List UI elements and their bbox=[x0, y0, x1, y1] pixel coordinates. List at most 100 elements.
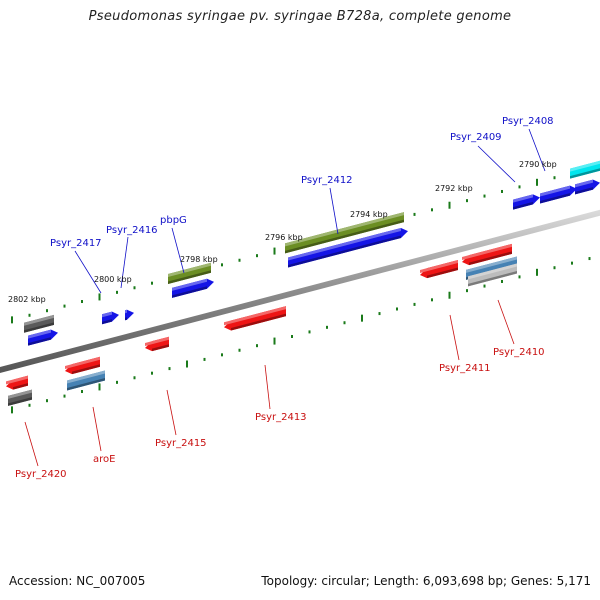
gene-body bbox=[125, 309, 134, 321]
gene-block-psyr-2410-red bbox=[462, 243, 512, 266]
major-tick bbox=[11, 406, 13, 414]
gene-highlight bbox=[172, 278, 207, 291]
topology-summary: Topology: circular; Length: 6,093,698 bp… bbox=[261, 574, 591, 588]
gene-label-pbpg[interactable]: pbpG bbox=[160, 215, 187, 226]
minor-tick bbox=[588, 257, 591, 261]
scale-label: 2790 kbp bbox=[519, 160, 557, 169]
gene-shadow bbox=[427, 267, 458, 279]
gene-shadow bbox=[28, 337, 51, 346]
minor-tick bbox=[413, 212, 416, 216]
gene-label-psyr-2415[interactable]: Psyr_2415 bbox=[155, 438, 207, 449]
gene-shadow bbox=[513, 201, 533, 210]
minor-tick bbox=[28, 403, 31, 407]
gene-shadow bbox=[469, 251, 512, 266]
minor-tick bbox=[501, 279, 503, 283]
gene-block-grey bbox=[24, 314, 54, 333]
gene-shadow bbox=[152, 344, 169, 352]
gene-block-blue bbox=[28, 329, 58, 346]
major-tick bbox=[98, 383, 101, 391]
gene-shadow bbox=[575, 187, 593, 195]
minor-tick bbox=[483, 194, 486, 198]
gene-highlight bbox=[420, 260, 458, 273]
gene-block-pbpg bbox=[172, 278, 214, 298]
minor-tick bbox=[81, 390, 83, 394]
gene-shadow bbox=[102, 319, 112, 325]
minor-tick bbox=[28, 313, 31, 317]
scale-labels: 2802 kbp 2800 kbp 2798 kbp 2796 kbp 2794… bbox=[8, 160, 557, 304]
scale-label: 2794 kbp bbox=[350, 210, 388, 219]
gene-highlight bbox=[168, 262, 211, 277]
gene-highlight bbox=[570, 160, 600, 172]
leader-line bbox=[92, 406, 102, 452]
gene-label-psyr-2411[interactable]: Psyr_2411 bbox=[439, 363, 491, 374]
gene-shadow bbox=[13, 383, 28, 390]
gene-highlight bbox=[28, 329, 51, 339]
minor-tick bbox=[396, 307, 398, 311]
gene-highlight bbox=[466, 256, 517, 273]
genome-backbone bbox=[0, 209, 600, 373]
minor-tick bbox=[571, 261, 573, 265]
minor-tick bbox=[46, 399, 48, 403]
gene-shadow bbox=[125, 317, 127, 321]
gene-block-psyr-2416 bbox=[125, 309, 134, 321]
gene-block-psyr-2413 bbox=[224, 306, 286, 331]
major-tick bbox=[186, 360, 188, 368]
gene-highlight bbox=[125, 309, 127, 314]
minor-tick bbox=[133, 286, 136, 290]
minor-tick bbox=[501, 189, 503, 193]
minor-tick bbox=[221, 353, 223, 357]
gene-highlight bbox=[102, 311, 112, 318]
gene-shadow bbox=[540, 193, 570, 204]
label-leaders bbox=[24, 128, 546, 467]
gene-block-aroe-red bbox=[65, 356, 100, 375]
gene-label-psyr-2412[interactable]: Psyr_2412 bbox=[301, 175, 353, 186]
leader-line bbox=[120, 236, 129, 289]
gene-block-psyr-2415 bbox=[145, 336, 169, 352]
minor-tick bbox=[553, 266, 556, 270]
gene-block-blue-edge bbox=[575, 179, 600, 195]
minor-tick bbox=[518, 275, 521, 279]
leader-line bbox=[497, 299, 515, 345]
gene-highlight bbox=[67, 370, 105, 384]
leader-line bbox=[264, 364, 271, 410]
gene-label-psyr-2416[interactable]: Psyr_2416 bbox=[106, 225, 158, 236]
gene-shadow bbox=[24, 322, 54, 333]
gene-shadow bbox=[8, 397, 32, 406]
minor-tick bbox=[116, 290, 118, 294]
leader-line bbox=[74, 250, 102, 294]
gene-label-psyr-2417[interactable]: Psyr_2417 bbox=[50, 238, 102, 249]
minor-tick bbox=[221, 263, 223, 267]
major-tick bbox=[273, 247, 276, 255]
minor-tick bbox=[238, 348, 241, 352]
gene-label-psyr-2420[interactable]: Psyr_2420 bbox=[15, 469, 67, 480]
minor-tick bbox=[151, 281, 153, 285]
gene-block-light-grey bbox=[468, 263, 517, 287]
minor-tick bbox=[256, 254, 258, 258]
major-tick bbox=[448, 201, 451, 209]
major-tick bbox=[361, 314, 363, 322]
gene-shadow bbox=[168, 270, 211, 284]
leader-line bbox=[449, 314, 460, 361]
gene-highlight bbox=[468, 263, 517, 280]
gene-highlight bbox=[285, 212, 404, 247]
minor-tick bbox=[63, 304, 66, 308]
gene-shadow bbox=[570, 168, 600, 179]
gene-label-psyr-2409[interactable]: Psyr_2409 bbox=[450, 132, 502, 143]
gene-label-psyr-2410[interactable]: Psyr_2410 bbox=[493, 347, 545, 358]
feature-layer bbox=[6, 160, 600, 406]
gene-shadow bbox=[285, 219, 404, 254]
minor-tick bbox=[133, 376, 136, 380]
major-tick bbox=[273, 337, 276, 345]
backbone-bar bbox=[0, 209, 600, 373]
gene-label-psyr-2413[interactable]: Psyr_2413 bbox=[255, 412, 307, 423]
gene-label-aroe[interactable]: aroE bbox=[93, 454, 115, 465]
gene-highlight bbox=[540, 185, 570, 197]
minor-tick bbox=[291, 334, 293, 338]
scale-label: 2800 kbp bbox=[94, 275, 132, 284]
gene-highlight bbox=[145, 336, 169, 347]
gene-block-psyr-2412 bbox=[288, 227, 408, 268]
major-tick bbox=[536, 178, 538, 186]
scale-label: 2792 kbp bbox=[435, 184, 473, 193]
gene-label-psyr-2408[interactable]: Psyr_2408 bbox=[502, 116, 554, 127]
